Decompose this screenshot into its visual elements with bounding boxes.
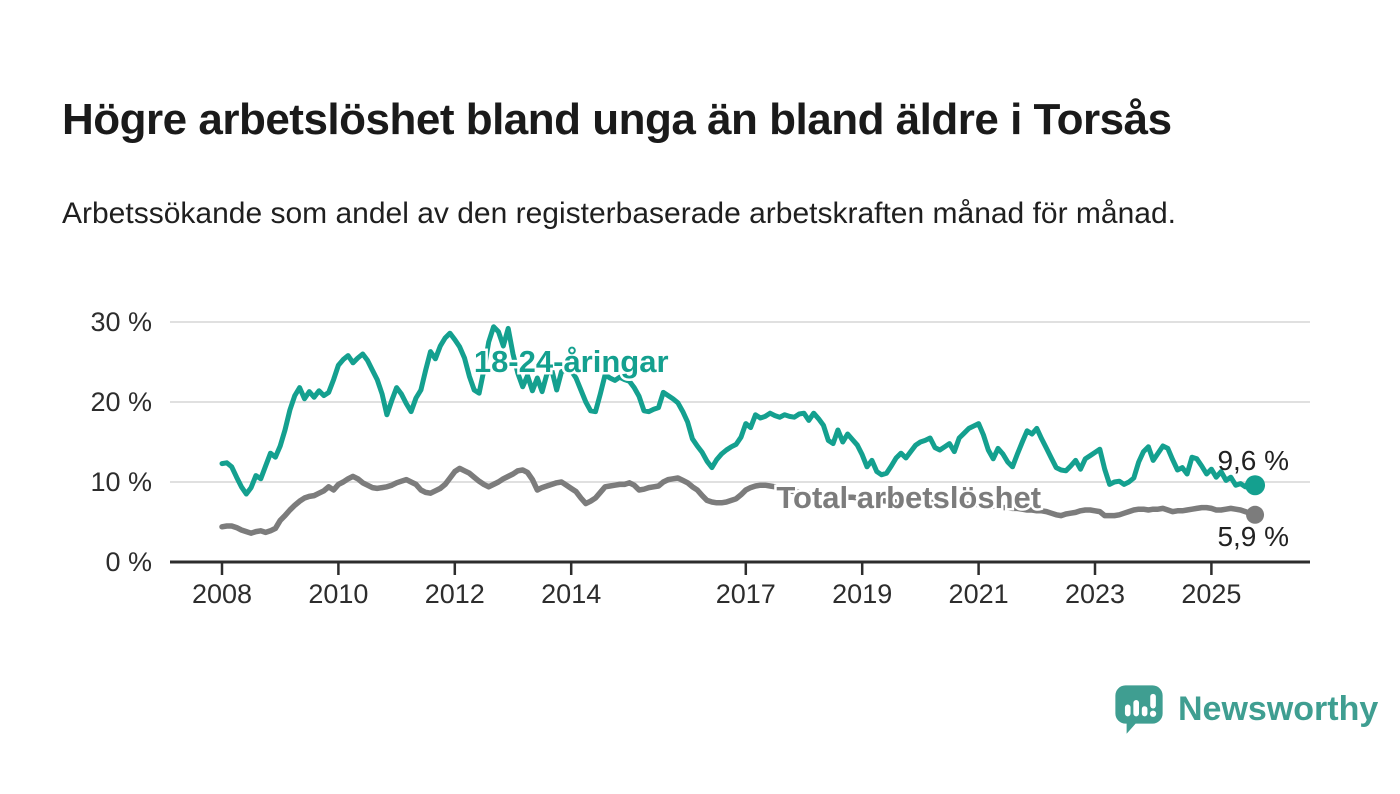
- x-axis-tick-label: 2019: [832, 579, 892, 609]
- gridlines: 0 % 10 % 20 % 30 %: [90, 307, 1310, 577]
- bar-1: [1124, 704, 1131, 717]
- x-axis-tick-label: 2021: [949, 579, 1009, 609]
- series-label: 18-24-åringar: [474, 344, 669, 379]
- newsworthy-logo-icon: [1115, 685, 1163, 734]
- exclamation-bar: [1150, 693, 1156, 709]
- x-axis-tick-label: 2010: [308, 579, 368, 609]
- series-label: Total arbetslöshet: [776, 480, 1041, 515]
- x-axis: 2008 2010 2012 2014 2017 2019 2021 2023 2025: [170, 560, 1310, 609]
- newsworthy-logo-text: Newsworthy: [1178, 689, 1379, 728]
- bar-2: [1133, 700, 1139, 717]
- page-title: Högre arbetslöshet bland unga än bland ä…: [62, 95, 1172, 145]
- page-subtitle: Arbetssökande som andel av den registerb…: [62, 197, 1176, 230]
- y-axis-tick-label: 20 %: [90, 387, 152, 417]
- chart-labels: 18-24-åringar 9,6 % Total arbetslöshet 5,9 …: [471, 342, 1289, 552]
- series-end-dot: [1245, 475, 1266, 496]
- series-line-youth: [219, 324, 1258, 497]
- series-line-total: [219, 465, 1258, 536]
- unemployment-line-chart: 0 % 10 % 20 % 30 % 2008 2010 2012 2014 2017 2019…: [90, 307, 1310, 609]
- exclamation-dot: [1149, 710, 1157, 717]
- x-axis-tick-label: 2017: [716, 579, 776, 609]
- series-lines: [219, 324, 1266, 536]
- x-axis-tick-label: 2012: [425, 579, 485, 609]
- series-end-dot: [1246, 505, 1265, 524]
- bar-3: [1141, 706, 1148, 717]
- x-axis-tick-label: 2008: [192, 579, 252, 609]
- y-axis-tick-label: 30 %: [90, 307, 152, 337]
- x-axis-tick-label: 2014: [541, 579, 601, 609]
- end-value-label: 9,6 %: [1217, 445, 1289, 476]
- x-axis-tick-label: 2025: [1181, 579, 1241, 609]
- newsworthy-logo: Newsworthy: [1112, 682, 1378, 736]
- end-value-label: 5,9 %: [1217, 521, 1289, 552]
- y-axis-tick-label: 10 %: [90, 467, 152, 497]
- x-axis-tick-label: 2023: [1065, 579, 1125, 609]
- y-axis-tick-label: 0 %: [105, 547, 152, 577]
